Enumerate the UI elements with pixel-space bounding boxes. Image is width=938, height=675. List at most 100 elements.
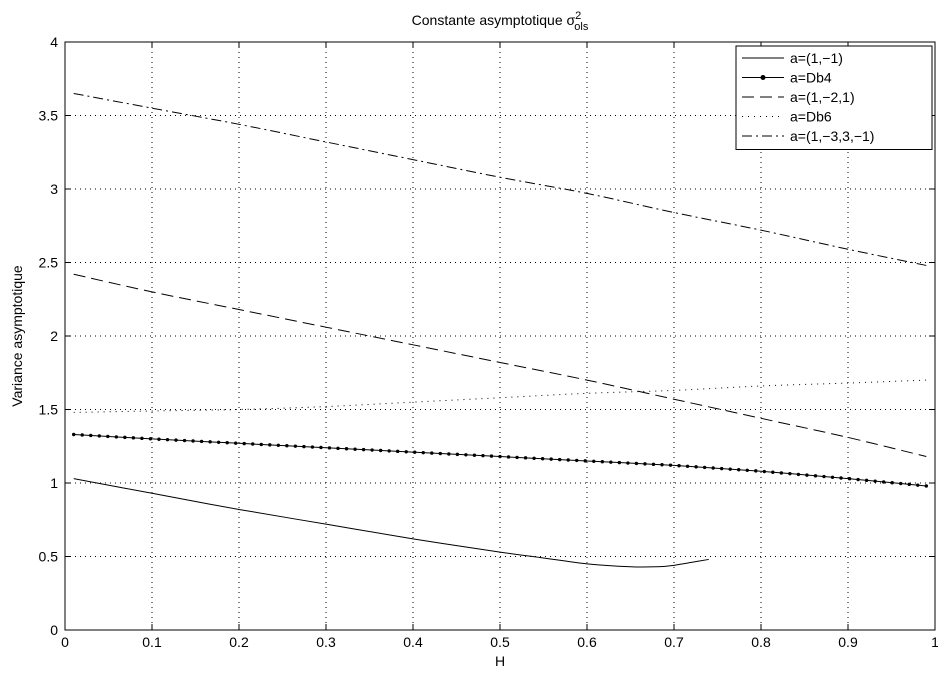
series-5 bbox=[73, 92, 927, 266]
series-marker bbox=[830, 475, 835, 479]
series-marker bbox=[515, 455, 519, 460]
series-marker bbox=[847, 477, 852, 481]
legend-entry: a=(1,−1) bbox=[742, 50, 843, 66]
series-marker bbox=[395, 449, 400, 454]
x-tick-label: 0.4 bbox=[403, 634, 423, 650]
series-marker bbox=[361, 447, 366, 452]
legend-label: a=Db6 bbox=[790, 109, 832, 125]
series-marker bbox=[472, 453, 477, 457]
series-marker bbox=[293, 444, 298, 448]
series-marker bbox=[455, 452, 460, 457]
series-marker bbox=[702, 465, 707, 470]
chart-title-superscript: 2 bbox=[575, 10, 581, 22]
axis-ticks: 0 0.1 0.2 0.3 0.4 0.5 0.6 0.7 0.8 0.9 1 0 0.5 1 1.5 2 2.… bbox=[39, 34, 938, 650]
series-line bbox=[73, 92, 927, 266]
y-tick-label: 4 bbox=[50, 34, 58, 50]
legend-box bbox=[735, 45, 933, 150]
series-marker bbox=[438, 451, 443, 456]
x-tick-label: 0.3 bbox=[316, 634, 336, 650]
series-marker bbox=[609, 460, 613, 464]
series-marker bbox=[387, 449, 391, 453]
series-marker bbox=[617, 460, 622, 465]
series-marker bbox=[737, 468, 741, 472]
series-marker bbox=[106, 434, 110, 439]
series-marker bbox=[370, 448, 374, 452]
chart-title: Constante asymptotique σ2 ols bbox=[412, 10, 589, 33]
legend: a=(1,−1) a=Db4 a=(1,−2,1) a=Db6 a=(1,−3,3,−1… bbox=[735, 45, 933, 150]
x-tick-label: 0.5 bbox=[490, 634, 510, 650]
series-marker bbox=[839, 476, 843, 480]
chart-title-subscript: ols bbox=[574, 21, 589, 33]
series-marker bbox=[600, 460, 605, 464]
series-marker bbox=[796, 472, 801, 477]
y-tick-label: 1.5 bbox=[39, 402, 59, 418]
series-marker bbox=[233, 441, 238, 445]
series-marker bbox=[719, 466, 724, 471]
series-marker bbox=[140, 436, 144, 441]
series-marker bbox=[97, 434, 101, 438]
legend-label: a=Db4 bbox=[790, 70, 832, 86]
y-tick-label: 0 bbox=[50, 622, 58, 638]
series-marker bbox=[191, 439, 195, 443]
series-marker bbox=[378, 448, 383, 453]
series-marker bbox=[924, 484, 928, 488]
series-marker bbox=[685, 464, 690, 468]
series-marker bbox=[174, 438, 178, 442]
series-marker bbox=[285, 444, 289, 448]
series-marker bbox=[677, 464, 681, 468]
series-marker bbox=[430, 451, 434, 455]
series-marker bbox=[634, 461, 639, 466]
series-marker bbox=[157, 437, 161, 441]
series-marker bbox=[899, 481, 903, 486]
y-tick-label: 1 bbox=[50, 475, 58, 491]
series-marker bbox=[668, 463, 673, 467]
series-marker bbox=[549, 457, 553, 461]
series-marker bbox=[242, 441, 246, 446]
series-marker bbox=[216, 440, 221, 444]
series-marker bbox=[873, 479, 877, 483]
x-tick-label: 0.2 bbox=[229, 634, 249, 650]
series-marker bbox=[779, 471, 784, 475]
series-marker bbox=[251, 442, 255, 446]
y-tick-label: 2 bbox=[50, 328, 58, 344]
series bbox=[72, 92, 928, 568]
series-marker bbox=[114, 435, 119, 439]
x-tick-label: 0.8 bbox=[751, 634, 771, 650]
series-marker bbox=[523, 456, 528, 460]
x-tick-label: 0.6 bbox=[577, 634, 597, 650]
legend-entry: a=(1,−3,3,−1) bbox=[742, 128, 874, 144]
series-marker bbox=[881, 480, 886, 484]
y-tick-label: 0.5 bbox=[39, 549, 59, 565]
x-tick-label: 1 bbox=[931, 634, 938, 650]
series-marker bbox=[566, 458, 570, 462]
series-marker bbox=[864, 478, 869, 483]
series-marker bbox=[583, 459, 587, 463]
x-tick-label: 0.9 bbox=[838, 634, 858, 650]
series-marker bbox=[199, 439, 204, 444]
series-marker bbox=[660, 463, 664, 467]
series-marker bbox=[259, 442, 263, 447]
legend-label: a=(1,−1) bbox=[790, 50, 843, 66]
y-tick-label: 3.5 bbox=[39, 108, 59, 124]
series-marker bbox=[72, 432, 76, 437]
series-marker bbox=[651, 462, 656, 467]
y-tick-label: 3 bbox=[50, 181, 58, 197]
series-marker bbox=[907, 482, 911, 487]
legend-entry: a=(1,−2,1) bbox=[742, 89, 855, 105]
series-marker bbox=[557, 457, 562, 462]
series-marker bbox=[353, 447, 357, 451]
series-marker bbox=[643, 462, 647, 466]
series-marker bbox=[498, 454, 502, 459]
series-marker bbox=[327, 446, 332, 450]
series-4 bbox=[73, 379, 927, 413]
series-line bbox=[73, 478, 709, 568]
series-marker bbox=[489, 454, 494, 458]
series-marker bbox=[131, 436, 136, 440]
series-line bbox=[73, 273, 927, 458]
series-marker bbox=[421, 450, 425, 455]
series-1 bbox=[73, 478, 709, 568]
legend-entry: a=Db6 bbox=[742, 109, 832, 125]
chart-title-text: Constante asymptotique σ bbox=[412, 12, 576, 28]
series-marker bbox=[592, 459, 596, 463]
